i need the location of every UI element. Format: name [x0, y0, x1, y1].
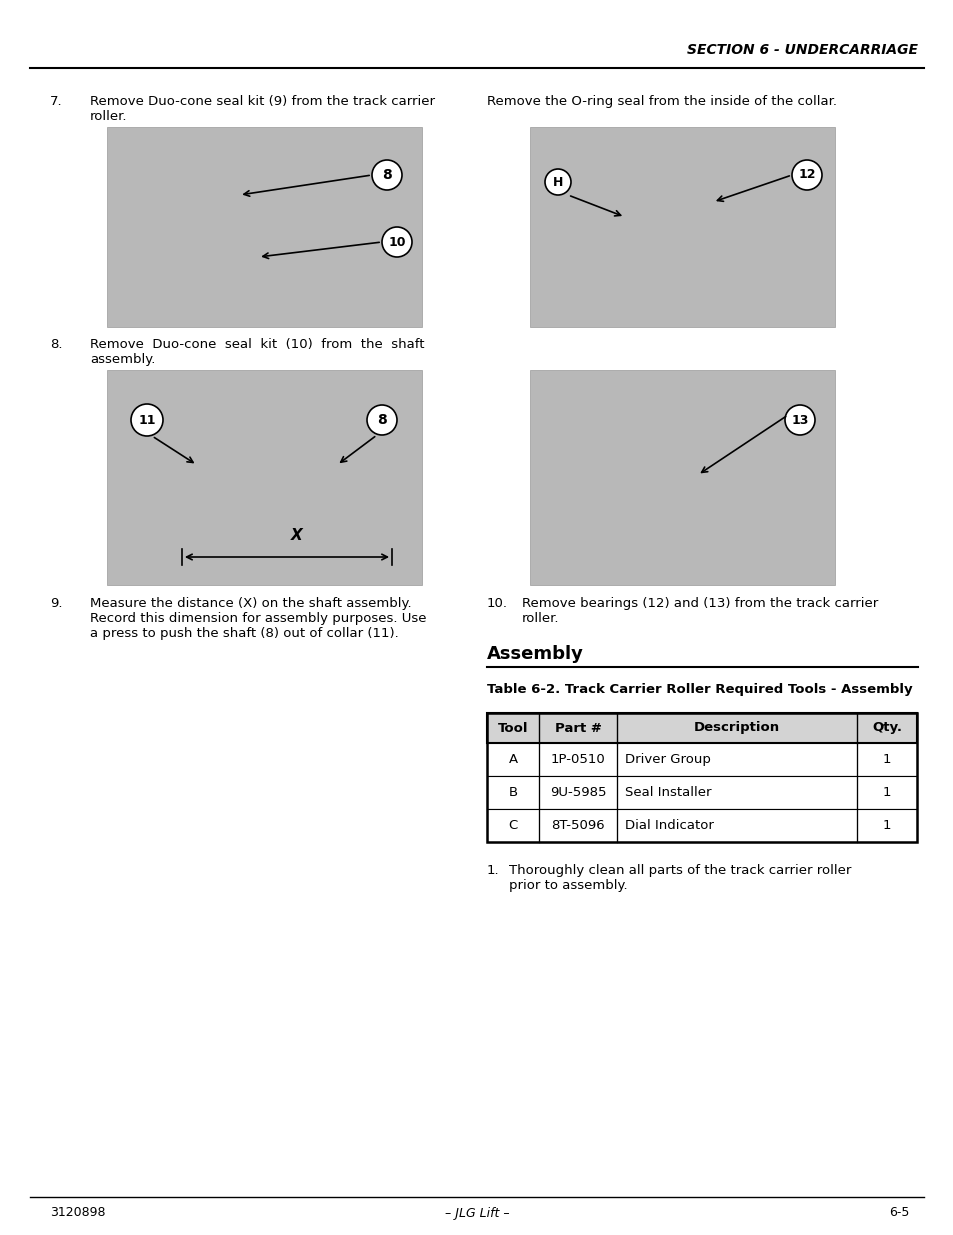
Circle shape [784, 405, 814, 435]
Text: 1.: 1. [486, 864, 499, 877]
Bar [486, 809, 916, 842]
Text: X: X [291, 529, 302, 543]
Text: 8: 8 [376, 412, 387, 427]
Text: 8T-5096: 8T-5096 [551, 819, 604, 832]
Text: 6-5: 6-5 [889, 1207, 909, 1219]
Bar [107, 127, 421, 327]
Text: Remove Duo-cone seal kit (9) from the track carrier
roller.: Remove Duo-cone seal kit (9) from the tr… [90, 95, 435, 124]
Text: 7.: 7. [50, 95, 63, 107]
Bar [530, 370, 834, 585]
Text: Table 6-2. Track Carrier Roller Required Tools - Assembly: Table 6-2. Track Carrier Roller Required… [486, 683, 912, 697]
Text: B: B [508, 785, 517, 799]
Text: SECTION 6 - UNDERCARRIAGE: SECTION 6 - UNDERCARRIAGE [686, 43, 917, 57]
Text: 10: 10 [388, 236, 405, 248]
Text: 1: 1 [882, 753, 890, 766]
Text: Thoroughly clean all parts of the track carrier roller
prior to assembly.: Thoroughly clean all parts of the track … [509, 864, 850, 892]
Text: H: H [552, 175, 562, 189]
Bar [107, 370, 421, 585]
Text: Dial Indicator: Dial Indicator [624, 819, 713, 832]
Text: 8: 8 [382, 168, 392, 182]
Bar [486, 713, 916, 743]
Text: 12: 12 [798, 168, 815, 182]
Bar [486, 713, 916, 842]
Circle shape [381, 227, 412, 257]
Text: 1P-0510: 1P-0510 [550, 753, 605, 766]
Text: 1: 1 [882, 819, 890, 832]
Circle shape [791, 161, 821, 190]
Text: Qty.: Qty. [871, 721, 901, 735]
Text: Part #: Part # [554, 721, 600, 735]
Text: 9.: 9. [50, 597, 63, 610]
Text: A: A [508, 753, 517, 766]
Text: Seal Installer: Seal Installer [624, 785, 711, 799]
Text: – JLG Lift –: – JLG Lift – [444, 1207, 509, 1219]
Circle shape [131, 404, 163, 436]
Text: Tool: Tool [497, 721, 528, 735]
Bar [486, 743, 916, 776]
Bar [530, 127, 834, 327]
Text: Description: Description [693, 721, 780, 735]
Bar [486, 776, 916, 809]
Text: 8.: 8. [50, 338, 63, 351]
Circle shape [367, 405, 396, 435]
Text: Assembly: Assembly [486, 645, 583, 663]
Text: 11: 11 [138, 414, 155, 426]
Text: Measure the distance (X) on the shaft assembly.
Record this dimension for assemb: Measure the distance (X) on the shaft as… [90, 597, 426, 640]
Circle shape [372, 161, 401, 190]
Text: 3120898: 3120898 [50, 1207, 106, 1219]
Text: Remove bearings (12) and (13) from the track carrier
roller.: Remove bearings (12) and (13) from the t… [521, 597, 878, 625]
Text: 13: 13 [790, 414, 808, 426]
Text: Remove the O-ring seal from the inside of the collar.: Remove the O-ring seal from the inside o… [486, 95, 836, 107]
Text: Remove  Duo-cone  seal  kit  (10)  from  the  shaft
assembly.: Remove Duo-cone seal kit (10) from the s… [90, 338, 424, 366]
Text: 1: 1 [882, 785, 890, 799]
Text: 9U-5985: 9U-5985 [549, 785, 605, 799]
Text: Driver Group: Driver Group [624, 753, 710, 766]
Text: 10.: 10. [486, 597, 507, 610]
Circle shape [544, 169, 571, 195]
Text: C: C [508, 819, 517, 832]
